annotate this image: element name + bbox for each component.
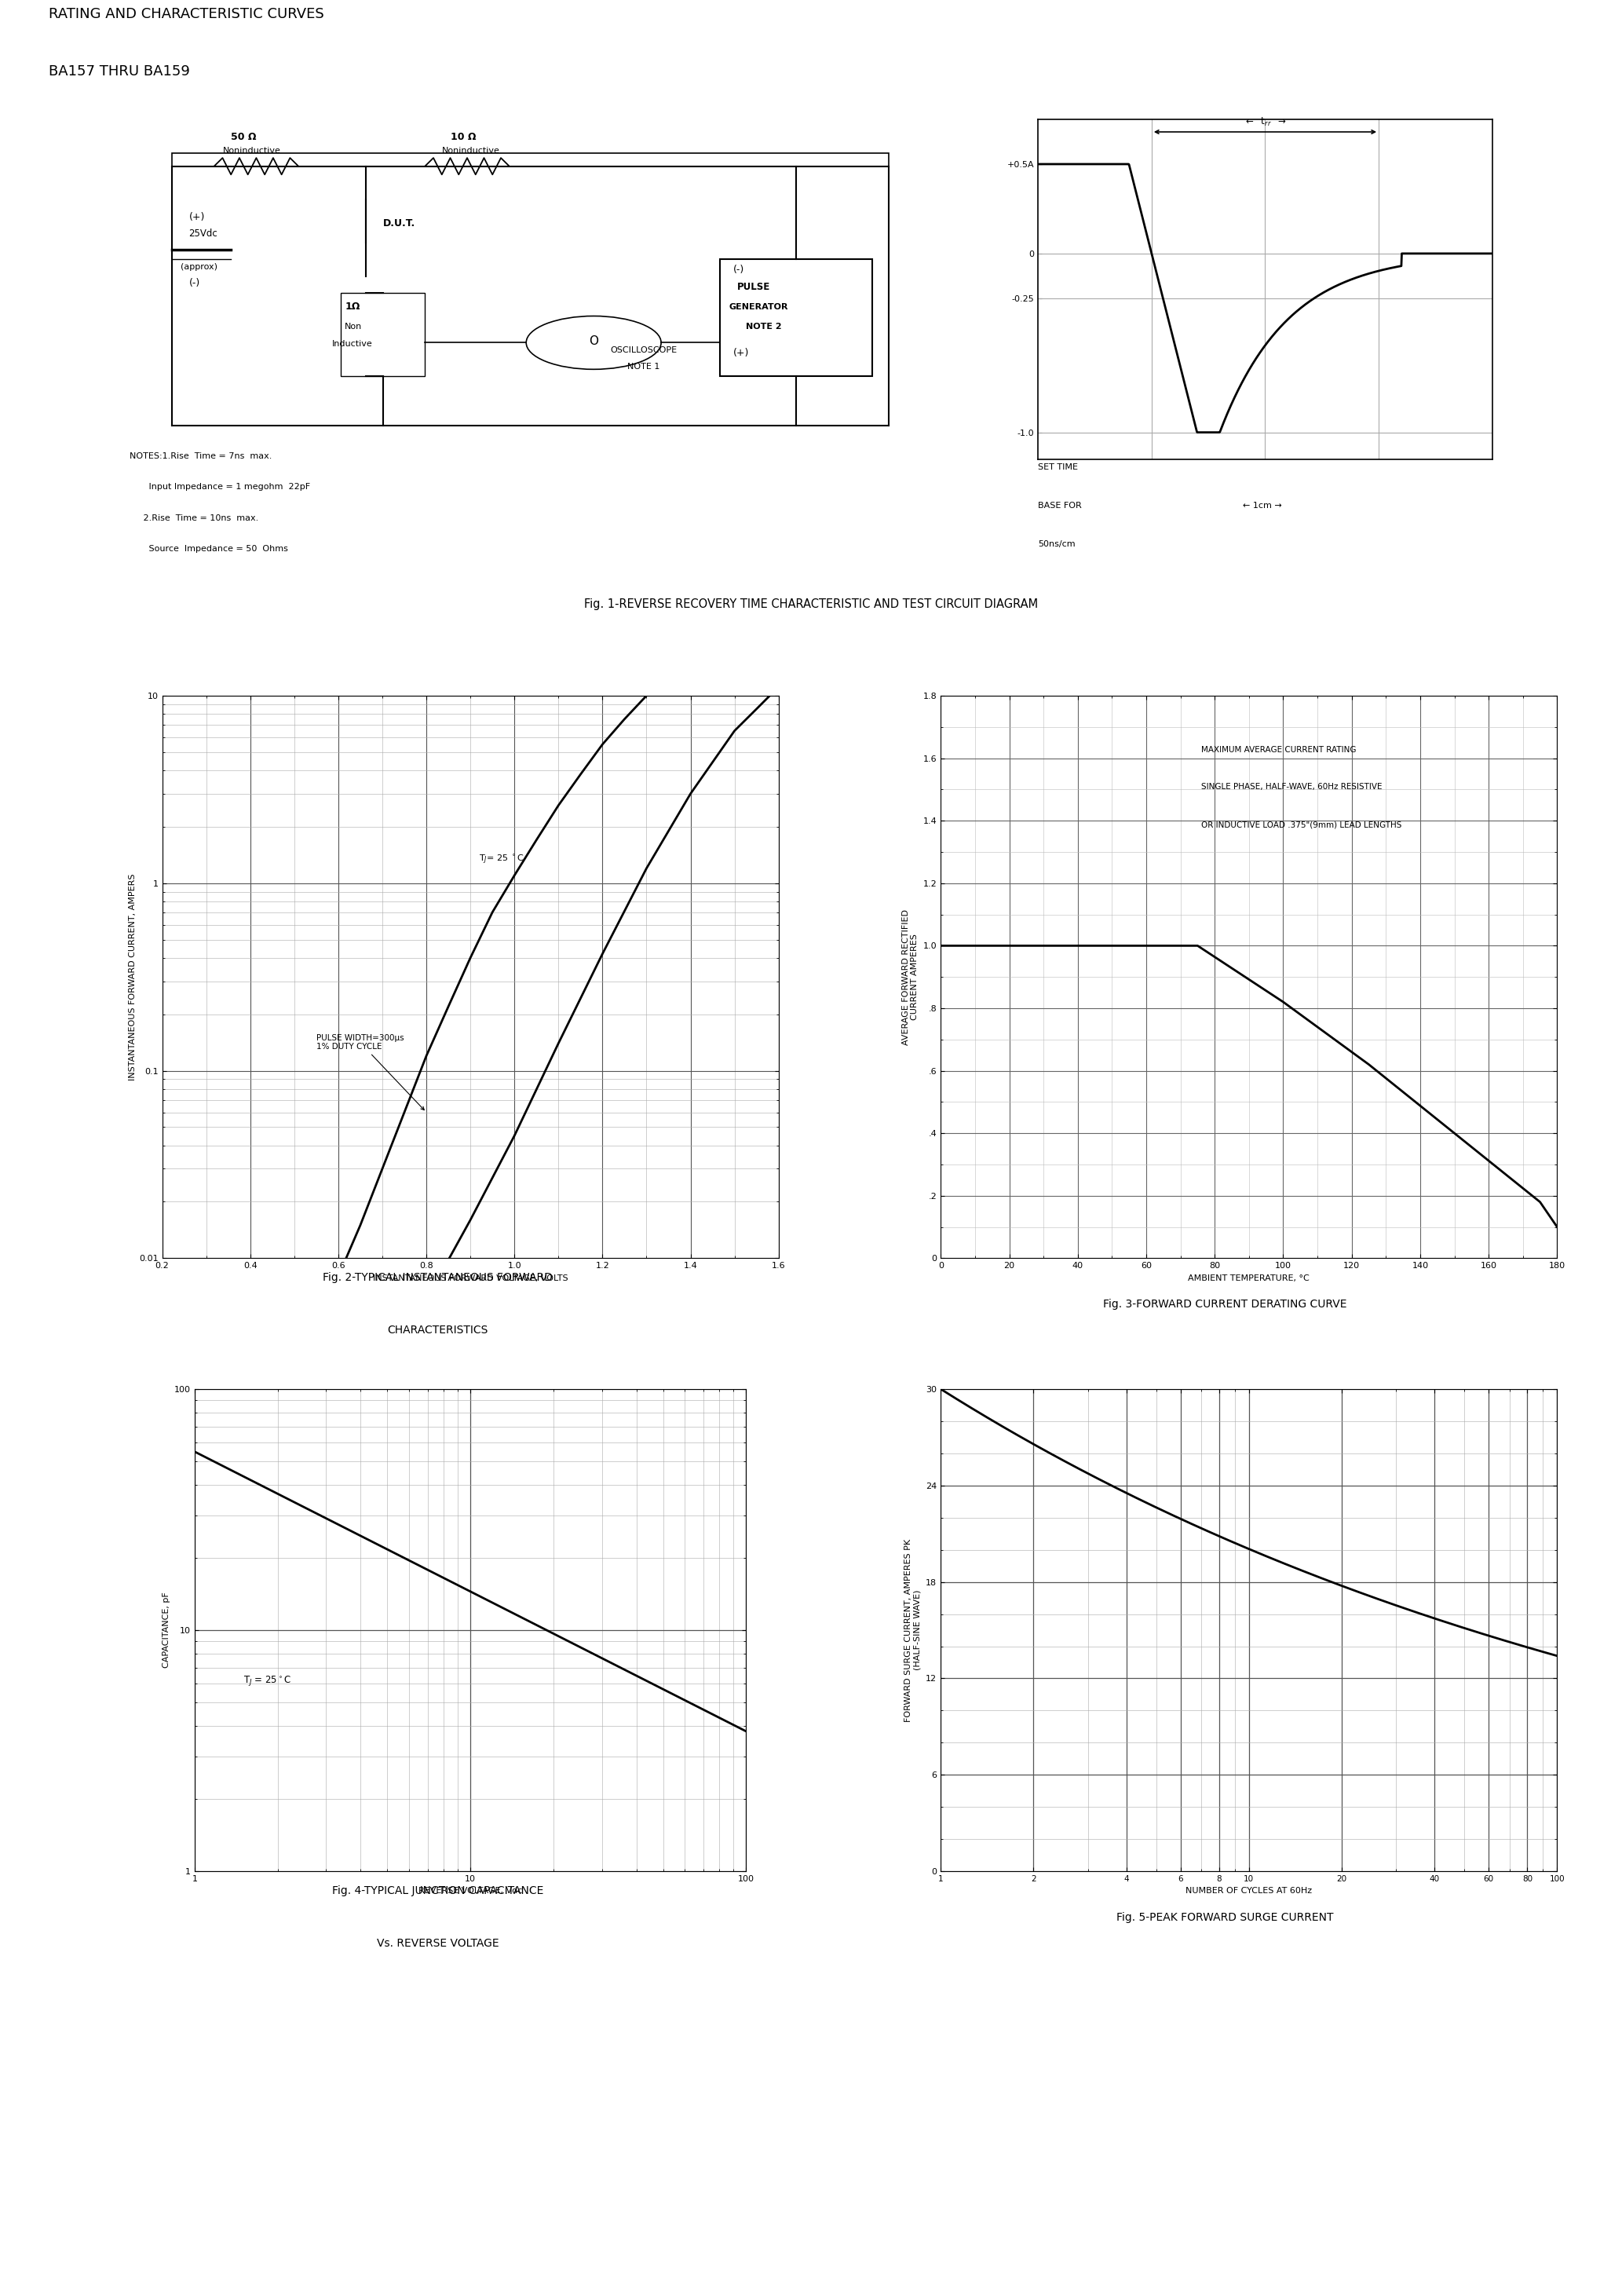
X-axis label: INSTANTANEOUS FORWARD VOLTAGE, VOLTS: INSTANTANEOUS FORWARD VOLTAGE, VOLTS [373,1274,568,1281]
Text: BA157 THRU BA159: BA157 THRU BA159 [49,64,190,78]
Text: (-): (-) [733,264,744,276]
Text: BASE FOR: BASE FOR [1038,503,1082,510]
Text: Fig. 3-FORWARD CURRENT DERATING CURVE: Fig. 3-FORWARD CURRENT DERATING CURVE [1103,1300,1346,1309]
Text: SINGLE PHASE, HALF-WAVE, 60Hz RESISTIVE: SINGLE PHASE, HALF-WAVE, 60Hz RESISTIVE [1200,783,1382,792]
Text: OR INDUCTIVE LOAD .375"(9mm) LEAD LENGTHS: OR INDUCTIVE LOAD .375"(9mm) LEAD LENGTH… [1200,820,1401,829]
Text: 25Vdc: 25Vdc [188,227,217,239]
Y-axis label: FORWARD SURGE CURRENT, AMPERES PK
(HALF-SINE WAVE): FORWARD SURGE CURRENT, AMPERES PK (HALF-… [905,1538,921,1722]
Text: Fig. 4-TYPICAL JUNCTION CAPACITANCE: Fig. 4-TYPICAL JUNCTION CAPACITANCE [333,1885,543,1896]
Text: OSCILLOSCOPE: OSCILLOSCOPE [610,347,678,354]
Text: 50 Ω: 50 Ω [230,131,256,142]
Text: ← 1cm →: ← 1cm → [1242,503,1281,510]
Text: Fig. 5-PEAK FORWARD SURGE CURRENT: Fig. 5-PEAK FORWARD SURGE CURRENT [1116,1913,1333,1922]
Text: T$_J$ = 25$^\circ$C: T$_J$ = 25$^\circ$C [243,1676,290,1688]
Text: 50ns/cm: 50ns/cm [1038,540,1075,549]
Bar [172,154,889,425]
Text: GENERATOR: GENERATOR [728,303,788,310]
Text: (approx): (approx) [180,264,217,271]
X-axis label: REVERSE VOLTAGE, Vdc: REVERSE VOLTAGE, Vdc [418,1887,522,1894]
Text: (+): (+) [733,349,749,358]
Text: NOTE 2: NOTE 2 [746,324,782,331]
Text: NOTES:1.Rise  Time = 7ns  max.: NOTES:1.Rise Time = 7ns max. [130,452,272,459]
Text: CHARACTERISTICS: CHARACTERISTICS [388,1325,488,1336]
X-axis label: NUMBER OF CYCLES AT 60Hz: NUMBER OF CYCLES AT 60Hz [1186,1887,1312,1894]
Text: (-): (-) [188,278,200,289]
Text: RATING AND CHARACTERISTIC CURVES: RATING AND CHARACTERISTIC CURVES [49,7,324,21]
Text: T$_J$= 25 $^\circ$C: T$_J$= 25 $^\circ$C [478,854,524,866]
Bar [720,259,873,377]
Text: Input Impedance = 1 megohm  22pF: Input Impedance = 1 megohm 22pF [130,482,310,491]
Text: 2.Rise  Time = 10ns  max.: 2.Rise Time = 10ns max. [130,514,260,521]
Text: D.U.T.: D.U.T. [383,218,415,230]
Bar [341,292,425,377]
Text: Vs. REVERSE VOLTAGE: Vs. REVERSE VOLTAGE [376,1938,500,1949]
Text: O: O [589,335,599,347]
Text: Non: Non [345,324,362,331]
Y-axis label: CAPACITANCE, pF: CAPACITANCE, pF [162,1591,170,1669]
Text: Source  Impedance = 50  Ohms: Source Impedance = 50 Ohms [130,544,289,553]
Text: Noninductive: Noninductive [441,147,500,154]
Y-axis label: AVERAGE FORWARD RECTIFIED
CURRENT AMPERES: AVERAGE FORWARD RECTIFIED CURRENT AMPERE… [902,909,918,1045]
Text: 1Ω: 1Ω [345,301,360,312]
Text: Fig. 1-REVERSE RECOVERY TIME CHARACTERISTIC AND TEST CIRCUIT DIAGRAM: Fig. 1-REVERSE RECOVERY TIME CHARACTERIS… [584,597,1038,611]
Text: 10 Ω: 10 Ω [451,131,475,142]
Text: Fig. 2-TYPICAL INSTANTANEOUS FORWARD: Fig. 2-TYPICAL INSTANTANEOUS FORWARD [323,1272,553,1283]
Text: PULSE: PULSE [736,282,770,292]
Text: NOTE 1: NOTE 1 [628,363,660,372]
Text: MAXIMUM AVERAGE CURRENT RATING: MAXIMUM AVERAGE CURRENT RATING [1200,746,1356,753]
Text: PULSE WIDTH=300μs
1% DUTY CYCLE: PULSE WIDTH=300μs 1% DUTY CYCLE [316,1033,425,1109]
Text: (+): (+) [188,211,204,223]
Text: Noninductive: Noninductive [222,147,281,154]
Text: $\leftarrow$  t$_{rr}$  $\rightarrow$: $\leftarrow$ t$_{rr}$ $\rightarrow$ [1244,117,1286,129]
Text: Inductive: Inductive [333,340,373,347]
X-axis label: AMBIENT TEMPERATURE, °C: AMBIENT TEMPERATURE, °C [1189,1274,1309,1281]
Text: SET TIME: SET TIME [1038,464,1079,471]
Y-axis label: INSTANTANEOUS FORWARD CURRENT, AMPERS: INSTANTANEOUS FORWARD CURRENT, AMPERS [130,872,136,1081]
